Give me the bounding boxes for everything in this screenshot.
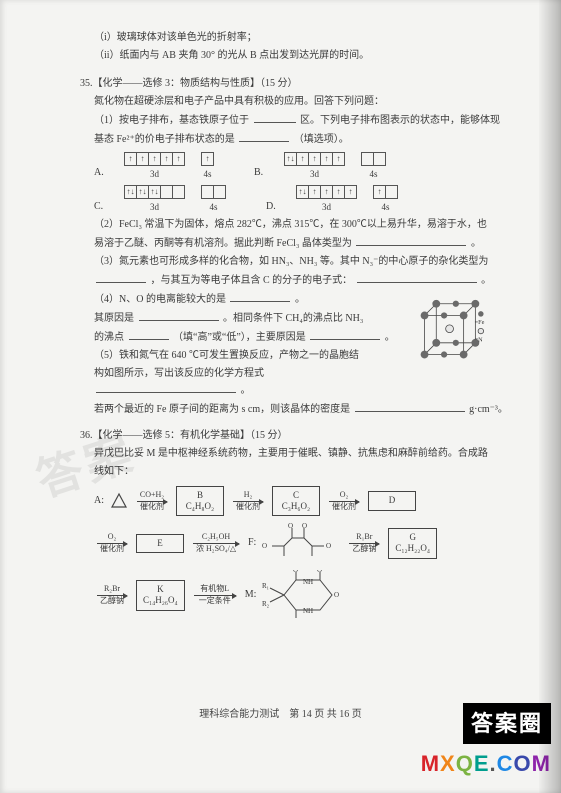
- blank: [230, 291, 290, 302]
- q35-p5d: 若两个最近的 Fe 原子间的距离为 s cm，则该晶体的密度是 g·cm⁻³。: [80, 401, 509, 418]
- q36-intro2: 线如下：: [80, 464, 509, 480]
- q35-p1-line1: （1）按电子排布，基态铁原子位于 区。下列电子排布图表示的状态中，能够体现: [80, 112, 509, 129]
- synthesis-row-1: A: CO+H₂ 催化剂 B C₄H₈O₂ H₂ 催化剂 C C₃H₆O₂ O₂…: [94, 486, 509, 517]
- blank: [356, 235, 466, 246]
- q35-p1d: （填选项）。: [294, 134, 349, 145]
- opt-D-4s: ↑: [373, 185, 398, 199]
- box-D: D: [368, 491, 416, 510]
- svg-text:R₁: R₁: [262, 582, 269, 590]
- q34-ii: （ii）纸面内与 AB 夹角 30° 的光从 B 点出发到达光屏的时间。: [80, 48, 509, 64]
- brand-site: MXQE.COM: [421, 746, 551, 781]
- option-D: D. ↑↓ ↑ ↑ ↑ ↑ 3d ↑ 4s: [266, 185, 398, 214]
- svg-text:O: O: [302, 522, 307, 530]
- opt-B-3d: ↑↓ ↑ ↑ ↑ ↑: [284, 152, 345, 166]
- blank: [310, 329, 380, 340]
- legend-n: =N: [475, 336, 484, 343]
- svg-text:O: O: [334, 591, 339, 599]
- box-K: K C₁₄H₂₆O₄: [136, 580, 185, 611]
- arrow-1: CO+H₂ 催化剂: [134, 491, 170, 512]
- q35-heading: 35.【化学——选修 3：物质结构与性质】（15 分）: [80, 76, 509, 92]
- synthesis-row-3: R₂Br 乙醇钠 K C₁₄H₂₆O₄ 有机物L 一定条件 M: R₁ R₂ O O: [94, 570, 509, 620]
- option-B: B. ↑↓ ↑ ↑ ↑ ↑ 3d 4s: [254, 152, 386, 181]
- box-C: C C₃H₆O₂: [272, 486, 320, 517]
- opt-B-4s: [361, 152, 386, 166]
- arrow-2: H₂ 催化剂: [230, 491, 266, 512]
- synthesis-row-2: O₂ 催化剂 E C₂H₅OH 浓 H₂SO₄/△ F: OO OO R₁Br: [94, 522, 509, 564]
- svg-text:NH: NH: [303, 578, 313, 586]
- box-G: G C₁₂H₂₂O₄: [388, 528, 437, 559]
- q36-heading: 36.【化学——选修 5：有机化学基础】（15 分）: [80, 428, 509, 444]
- q36-intro1: 异戊巴比妥 M 是中枢神经系统药物，主要用于催眠、镇静、抗焦虑和麻醉前给药。合成…: [80, 446, 509, 462]
- blank: [129, 329, 169, 340]
- orbital-options-row-2: C. ↑↓ ↑↓ ↑↓ 3d 4s: [94, 185, 509, 214]
- opt-D-3d: ↑↓ ↑ ↑ ↑ ↑: [296, 185, 357, 199]
- q35-p1a: （1）按电子排布，基态铁原子位于: [94, 115, 249, 126]
- blank: [357, 272, 477, 283]
- blank: [96, 382, 236, 393]
- arrow-4: O₂ 催化剂: [94, 533, 130, 554]
- option-C: C. ↑↓ ↑↓ ↑↓ 3d 4s: [94, 185, 226, 214]
- q35-intro: 氮化物在超硬涂层和电子产品中具有积极的应用。回答下列问题：: [80, 94, 509, 110]
- exam-page: 答案 （i）玻璃球体对该单色光的折射率； （ii）纸面内与 AB 夹角 30° …: [0, 0, 561, 793]
- arrow-6: R₁Br 乙醇钠: [346, 533, 382, 554]
- box-B: B C₄H₈O₂: [176, 486, 224, 517]
- triangle-icon: [110, 492, 128, 510]
- blank: [355, 401, 465, 412]
- svg-text:O: O: [317, 570, 322, 574]
- opt-B-label: B.: [254, 165, 268, 181]
- q35-p1c: 基态 Fe²⁺的价电子排布状态的是: [94, 134, 235, 145]
- legend-fe: =Fe: [475, 319, 485, 326]
- svg-text:O: O: [326, 542, 331, 550]
- label-A: A:: [94, 493, 104, 509]
- q35-p3-l2: ，与其互为等电子体且含 C 的分子的电子式： 。: [80, 272, 509, 289]
- brand-text: 答案圈: [463, 703, 551, 744]
- arrow-7: R₂Br 乙醇钠: [94, 585, 130, 606]
- q35-p3-l1: （3）氮元素也可形成多样的化合物，如 HN₃、NH₃ 等。其中 N₃⁻的中心原子…: [80, 254, 509, 270]
- orbital-options-row-1: A. ↑ ↑ ↑ ↑ ↑ 3d ↑ 4s: [94, 152, 509, 181]
- opt-C-label: C.: [94, 199, 108, 215]
- watermark-brand: 答案圈 MXQE.COM: [421, 703, 551, 781]
- option-A: A. ↑ ↑ ↑ ↑ ↑ 3d ↑ 4s: [94, 152, 214, 181]
- svg-text:O: O: [262, 542, 267, 550]
- arrow-8: 有机物L 一定条件: [191, 585, 239, 606]
- svg-text:R₂: R₂: [262, 600, 270, 608]
- barbiturate-structure-icon: R₁ R₂ O O O NH NH: [262, 570, 358, 620]
- blank: [139, 310, 219, 321]
- q35-p1-line2: 基态 Fe²⁺的价电子排布状态的是 （填选项）。: [80, 131, 509, 148]
- q35-p2-l1: （2）FeCl₃ 常温下为固体，熔点 282℃，沸点 315℃，在 300℃以上…: [80, 217, 509, 233]
- q35-p1b: 区。下列电子排布图表示的状态中，能够体现: [300, 115, 500, 126]
- opt-A-3d: ↑ ↑ ↑ ↑ ↑: [124, 152, 185, 166]
- blank: [254, 112, 296, 123]
- label-M: M:: [245, 587, 257, 603]
- svg-text:O: O: [288, 522, 293, 530]
- blank: [96, 272, 146, 283]
- opt-A-4s: ↑: [201, 152, 214, 166]
- opt-A-label: A.: [94, 165, 108, 181]
- arrow-5: C₂H₅OH 浓 H₂SO₄/△: [190, 533, 242, 554]
- q34-i: （i）玻璃球体对该单色光的折射率；: [80, 30, 509, 46]
- crystal-cell-diagram: =Fe =N: [405, 292, 491, 378]
- q35-p2-l2: 易溶于乙醚、丙酮等有机溶剂。据此判断 FeCl₃ 晶体类型为 。: [80, 235, 509, 252]
- ester-structure-icon: O O O O: [262, 522, 340, 564]
- blank: [239, 131, 289, 142]
- opt-D-label: D.: [266, 199, 280, 215]
- label-F: F:: [248, 535, 256, 551]
- opt-C-3d: ↑↓ ↑↓ ↑↓: [124, 185, 185, 199]
- svg-text:O: O: [293, 570, 298, 574]
- opt-C-4s: [201, 185, 226, 199]
- box-E: E: [136, 534, 184, 553]
- svg-text:NH: NH: [303, 607, 313, 615]
- arrow-3: O₂ 催化剂: [326, 491, 362, 512]
